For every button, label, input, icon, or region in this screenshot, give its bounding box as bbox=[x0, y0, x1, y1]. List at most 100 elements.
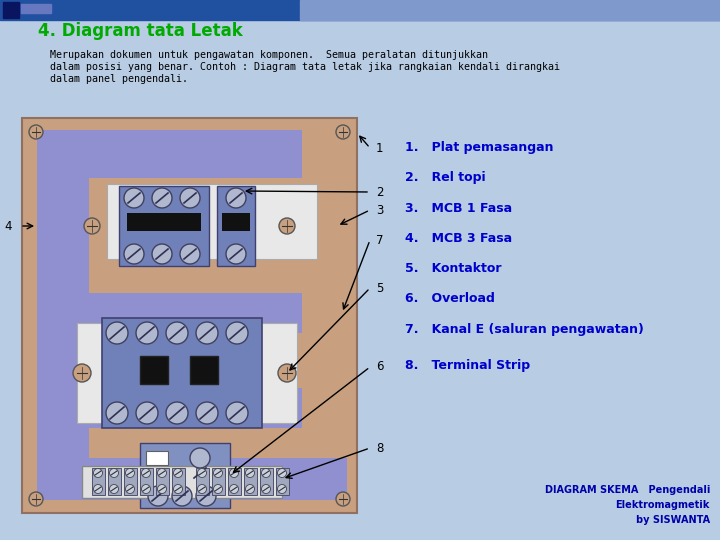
Text: 5.   Kontaktor: 5. Kontaktor bbox=[405, 261, 502, 274]
Bar bbox=[260, 468, 273, 495]
Circle shape bbox=[148, 486, 168, 506]
Bar bbox=[102, 318, 262, 428]
Circle shape bbox=[158, 469, 166, 477]
Circle shape bbox=[277, 469, 287, 477]
Bar bbox=[37, 388, 302, 428]
Text: 4: 4 bbox=[4, 219, 12, 233]
Bar bbox=[37, 130, 89, 470]
Text: 2.   Rel topi: 2. Rel topi bbox=[405, 172, 485, 185]
Circle shape bbox=[158, 484, 166, 494]
Circle shape bbox=[172, 486, 192, 506]
Circle shape bbox=[142, 484, 150, 494]
Circle shape bbox=[261, 469, 271, 477]
Circle shape bbox=[73, 364, 91, 382]
Circle shape bbox=[196, 402, 218, 424]
Circle shape bbox=[29, 492, 43, 506]
Bar bbox=[21, 4, 51, 13]
Circle shape bbox=[336, 492, 350, 506]
Bar bbox=[146, 451, 168, 465]
Bar bbox=[77, 323, 297, 423]
Bar bbox=[244, 468, 257, 495]
Bar bbox=[82, 466, 282, 498]
Circle shape bbox=[124, 244, 144, 264]
Circle shape bbox=[106, 322, 128, 344]
Bar bbox=[107, 184, 317, 259]
Text: DIAGRAM SKEMA   Pengendali: DIAGRAM SKEMA Pengendali bbox=[544, 485, 710, 495]
Text: 6.   Overload: 6. Overload bbox=[405, 292, 495, 305]
Circle shape bbox=[226, 402, 248, 424]
Text: 1: 1 bbox=[376, 141, 384, 154]
Bar bbox=[140, 356, 168, 384]
Bar bbox=[212, 468, 225, 495]
Text: dalam panel pengendali.: dalam panel pengendali. bbox=[50, 74, 188, 84]
Circle shape bbox=[124, 188, 144, 208]
Bar bbox=[140, 468, 153, 495]
Circle shape bbox=[136, 402, 158, 424]
Text: 4.   MCB 3 Fasa: 4. MCB 3 Fasa bbox=[405, 232, 512, 245]
Circle shape bbox=[84, 218, 100, 234]
Circle shape bbox=[109, 469, 119, 477]
Bar bbox=[276, 468, 289, 495]
Text: 3.   MCB 1 Fasa: 3. MCB 1 Fasa bbox=[405, 201, 512, 214]
Text: 8.   Terminal Strip: 8. Terminal Strip bbox=[405, 359, 530, 372]
Circle shape bbox=[197, 484, 207, 494]
Circle shape bbox=[230, 484, 238, 494]
Circle shape bbox=[197, 469, 207, 477]
Bar bbox=[127, 213, 201, 231]
Circle shape bbox=[106, 402, 128, 424]
Circle shape bbox=[166, 322, 188, 344]
Text: 1.   Plat pemasangan: 1. Plat pemasangan bbox=[405, 141, 554, 154]
Circle shape bbox=[152, 188, 172, 208]
Bar bbox=[217, 186, 255, 266]
Circle shape bbox=[279, 218, 295, 234]
Circle shape bbox=[125, 469, 135, 477]
Circle shape bbox=[226, 322, 248, 344]
Bar bbox=[108, 468, 121, 495]
Circle shape bbox=[261, 484, 271, 494]
Bar bbox=[172, 468, 185, 495]
Text: 7.   Kanal E (saluran pengawatan): 7. Kanal E (saluran pengawatan) bbox=[405, 323, 644, 336]
Text: 6: 6 bbox=[376, 361, 384, 374]
Bar bbox=[300, 0, 720, 20]
Bar bbox=[37, 130, 302, 178]
Circle shape bbox=[190, 448, 210, 468]
Bar bbox=[124, 468, 137, 495]
Circle shape bbox=[94, 469, 102, 477]
Circle shape bbox=[152, 244, 172, 264]
Circle shape bbox=[278, 364, 296, 382]
Circle shape bbox=[214, 469, 222, 477]
Text: Merupakan dokumen untuk pengawatan komponen.  Semua peralatan ditunjukkan: Merupakan dokumen untuk pengawatan kompo… bbox=[50, 50, 488, 60]
Bar bbox=[190, 356, 218, 384]
Circle shape bbox=[226, 244, 246, 264]
Circle shape bbox=[277, 484, 287, 494]
Bar bbox=[222, 213, 250, 231]
Bar bbox=[92, 468, 105, 495]
Bar bbox=[3, 2, 19, 18]
Text: dalam posisi yang benar. Contoh : Diagram tata letak jika rangkaian kendali dira: dalam posisi yang benar. Contoh : Diagra… bbox=[50, 62, 560, 72]
Text: Elektromagmetik: Elektromagmetik bbox=[616, 500, 710, 510]
Text: 5: 5 bbox=[376, 281, 383, 294]
Bar bbox=[156, 468, 169, 495]
Bar bbox=[0, 0, 720, 20]
Circle shape bbox=[94, 484, 102, 494]
Circle shape bbox=[174, 469, 182, 477]
Circle shape bbox=[180, 244, 200, 264]
Text: 8: 8 bbox=[376, 442, 383, 455]
Bar bbox=[228, 468, 241, 495]
Bar bbox=[140, 443, 230, 508]
Circle shape bbox=[196, 486, 216, 506]
Bar bbox=[119, 186, 209, 266]
Circle shape bbox=[109, 484, 119, 494]
Circle shape bbox=[336, 125, 350, 139]
Circle shape bbox=[29, 125, 43, 139]
Bar bbox=[37, 293, 302, 333]
Circle shape bbox=[230, 469, 238, 477]
Text: by SISWANTA: by SISWANTA bbox=[636, 515, 710, 525]
Circle shape bbox=[174, 484, 182, 494]
Circle shape bbox=[125, 484, 135, 494]
Text: 4. Diagram tata Letak: 4. Diagram tata Letak bbox=[38, 22, 243, 40]
Circle shape bbox=[136, 322, 158, 344]
Circle shape bbox=[246, 469, 254, 477]
Bar bbox=[196, 468, 209, 495]
Circle shape bbox=[214, 484, 222, 494]
